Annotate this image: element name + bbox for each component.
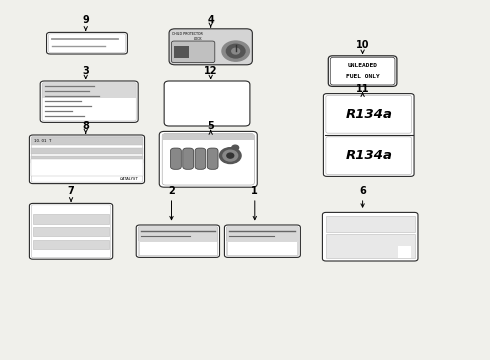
Text: 1: 1 — [251, 186, 258, 196]
Circle shape — [232, 145, 239, 150]
FancyBboxPatch shape — [29, 203, 113, 259]
FancyBboxPatch shape — [326, 137, 412, 175]
Text: 10. 01  T: 10. 01 T — [34, 139, 51, 143]
FancyBboxPatch shape — [136, 225, 220, 257]
Bar — [42, 83, 136, 98]
Text: LOCK: LOCK — [194, 37, 202, 41]
Text: R134a: R134a — [345, 108, 392, 121]
Circle shape — [222, 41, 249, 61]
Bar — [162, 134, 254, 140]
FancyBboxPatch shape — [171, 148, 181, 169]
Text: 7: 7 — [68, 186, 74, 196]
Bar — [33, 214, 109, 224]
Polygon shape — [398, 247, 411, 258]
Circle shape — [227, 153, 234, 158]
Circle shape — [232, 48, 240, 54]
FancyBboxPatch shape — [322, 212, 418, 261]
FancyBboxPatch shape — [323, 94, 414, 176]
Text: CHILD PROTECTOR: CHILD PROTECTOR — [172, 32, 203, 36]
FancyBboxPatch shape — [49, 34, 125, 53]
Bar — [138, 227, 218, 240]
Text: 12: 12 — [204, 66, 218, 76]
Text: 2: 2 — [168, 186, 175, 196]
FancyBboxPatch shape — [172, 41, 215, 63]
Text: 6: 6 — [359, 186, 366, 196]
FancyBboxPatch shape — [29, 135, 145, 184]
Text: 5: 5 — [207, 121, 214, 131]
Bar — [139, 241, 217, 255]
Circle shape — [226, 44, 245, 58]
Text: 8: 8 — [82, 121, 89, 131]
Text: 9: 9 — [82, 15, 89, 25]
Bar — [31, 156, 143, 163]
FancyBboxPatch shape — [224, 225, 300, 257]
Circle shape — [220, 148, 241, 163]
Bar — [31, 148, 143, 154]
FancyBboxPatch shape — [326, 95, 412, 133]
Text: FUEL ONLY: FUEL ONLY — [346, 74, 379, 79]
Text: 4: 4 — [207, 15, 214, 25]
FancyBboxPatch shape — [164, 81, 250, 126]
FancyBboxPatch shape — [328, 56, 397, 86]
Text: 11: 11 — [356, 84, 369, 94]
FancyBboxPatch shape — [207, 148, 218, 169]
FancyBboxPatch shape — [40, 81, 138, 122]
Bar — [33, 227, 109, 236]
Bar — [174, 46, 189, 58]
Bar — [326, 234, 415, 258]
FancyBboxPatch shape — [195, 148, 206, 169]
Text: UNLEADED: UNLEADED — [347, 63, 378, 68]
FancyBboxPatch shape — [47, 32, 127, 54]
Circle shape — [223, 150, 238, 161]
Text: 10: 10 — [356, 40, 369, 50]
Bar — [31, 137, 143, 145]
FancyBboxPatch shape — [169, 29, 252, 65]
Text: CATALYST: CATALYST — [120, 177, 139, 181]
Text: 3: 3 — [82, 66, 89, 76]
FancyBboxPatch shape — [159, 131, 257, 187]
FancyBboxPatch shape — [330, 57, 395, 85]
Bar — [227, 241, 297, 255]
Bar — [33, 240, 109, 249]
FancyBboxPatch shape — [183, 148, 194, 169]
Bar — [31, 159, 143, 176]
Bar — [226, 227, 298, 240]
Text: R134a: R134a — [345, 149, 392, 162]
Bar — [326, 216, 415, 232]
